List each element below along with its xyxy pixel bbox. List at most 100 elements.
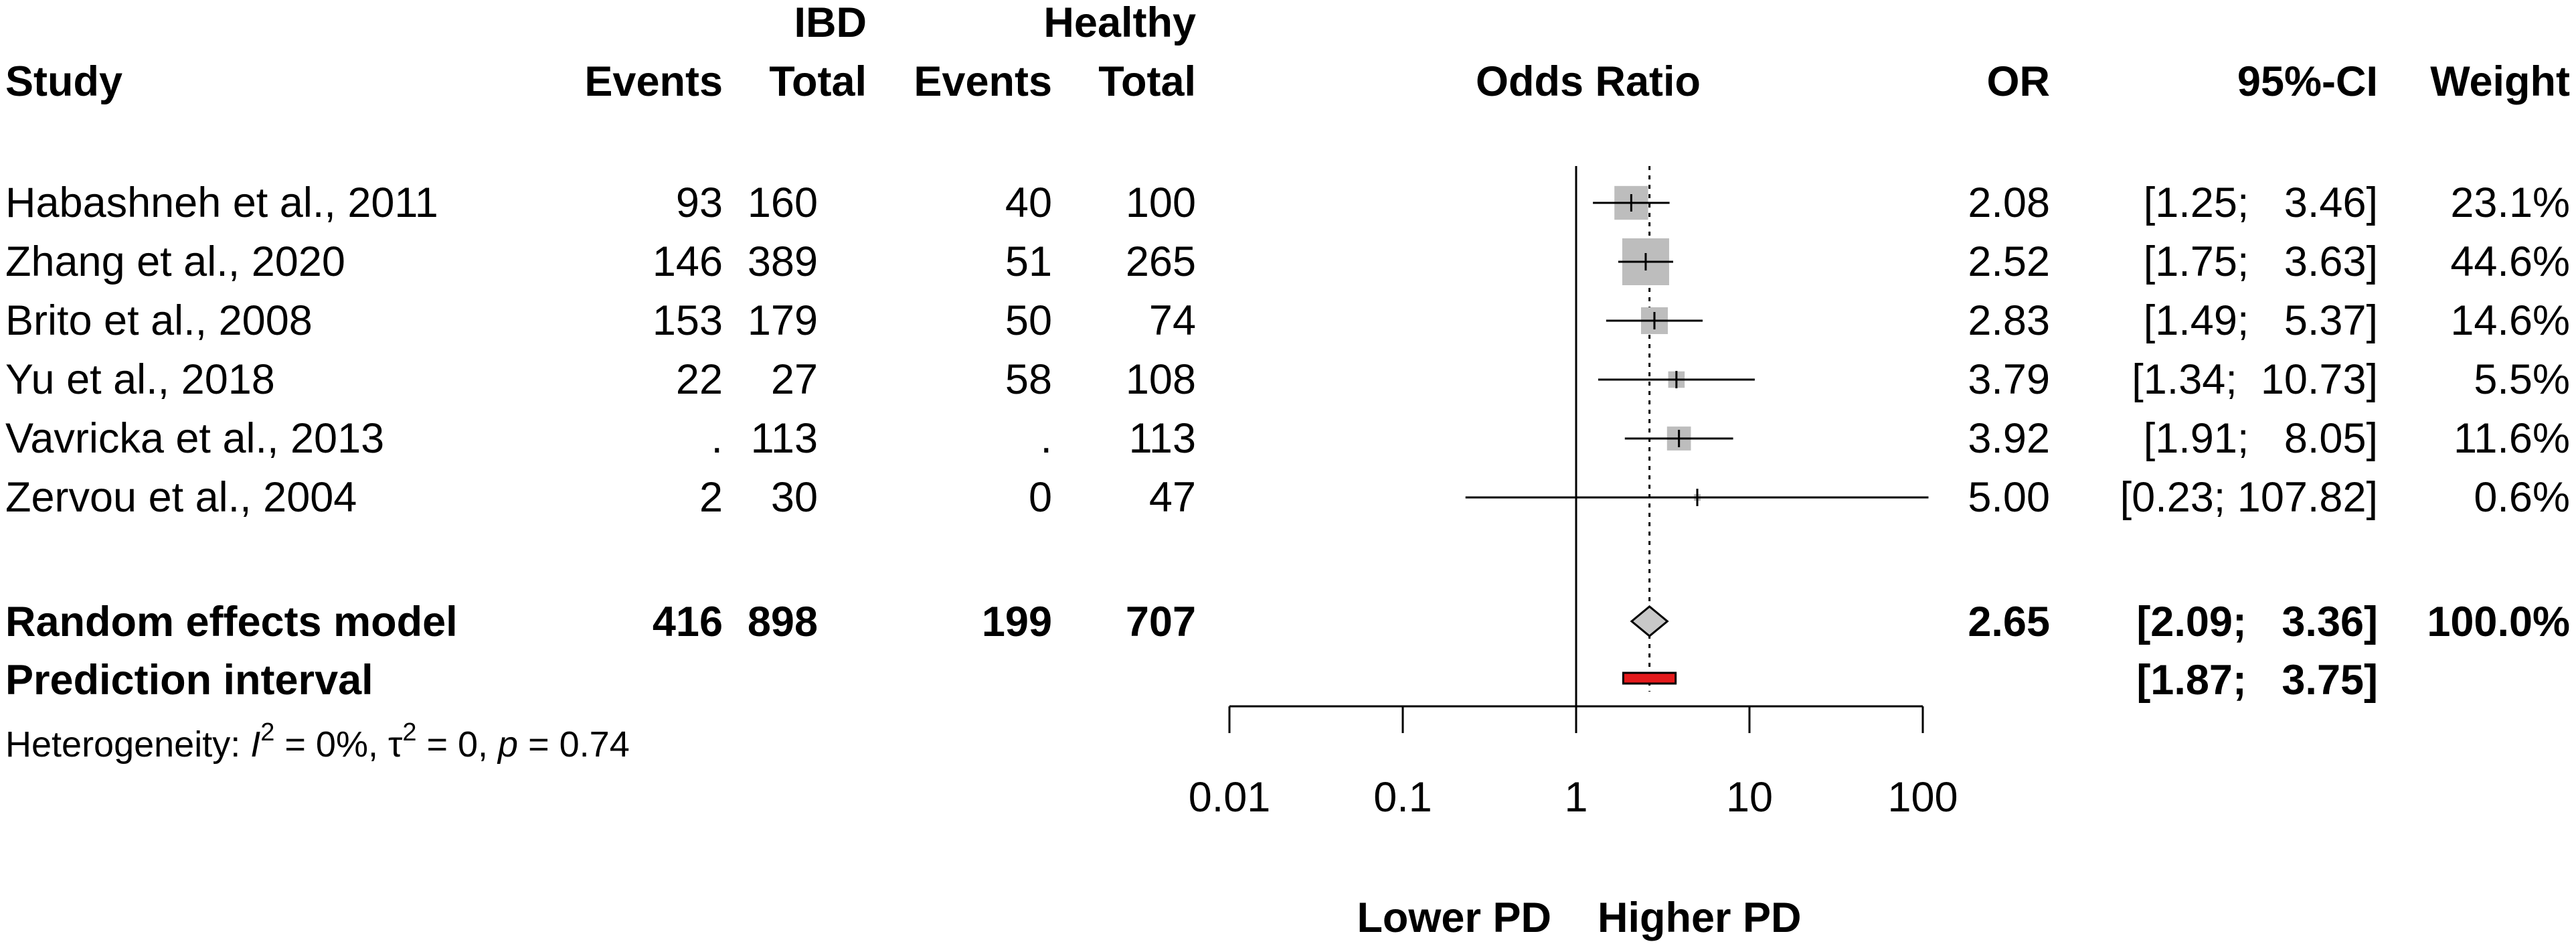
events-healthy: 58 bbox=[1005, 356, 1052, 403]
random-effects-events-healthy: 199 bbox=[982, 599, 1052, 645]
label-higher-pd: Higher PD bbox=[1598, 894, 1802, 941]
events-healthy: . bbox=[1040, 415, 1052, 462]
random-effects-or: 2.65 bbox=[1968, 599, 2050, 645]
events-ibd: . bbox=[711, 415, 723, 462]
het-i-sup: 2 bbox=[260, 718, 274, 746]
header-total-2: Total bbox=[1098, 58, 1196, 105]
header-study: Study bbox=[5, 58, 122, 105]
events-ibd: 93 bbox=[676, 179, 723, 226]
events-ibd: 153 bbox=[653, 297, 723, 344]
total-ibd: 30 bbox=[771, 474, 818, 521]
random-effects-total-healthy: 707 bbox=[1126, 599, 1196, 645]
x-tick-label: 100 bbox=[1887, 774, 1958, 821]
total-ibd: 179 bbox=[748, 297, 818, 344]
weight-value: 5.5% bbox=[2474, 356, 2570, 403]
total-healthy: 47 bbox=[1149, 474, 1196, 521]
header-ci: 95%-CI bbox=[2237, 58, 2378, 105]
events-ibd: 146 bbox=[653, 238, 723, 285]
study-rows: Habashneh et al., 2011 93 160 40 100 2.0… bbox=[5, 179, 2570, 521]
pooled-diamond bbox=[1630, 605, 1669, 637]
x-tick-label: 0.1 bbox=[1373, 774, 1432, 821]
total-ibd: 113 bbox=[751, 415, 818, 462]
total-healthy: 100 bbox=[1126, 179, 1196, 226]
ci-value: [1.25; 3.46] bbox=[2144, 179, 2378, 226]
het-tau-rest: = 0, bbox=[416, 724, 498, 765]
header-weight: Weight bbox=[2430, 58, 2570, 105]
study-name: Zhang et al., 2020 bbox=[5, 238, 345, 285]
or-value: 2.08 bbox=[1968, 179, 2050, 226]
study-name: Yu et al., 2018 bbox=[5, 356, 275, 403]
random-effects-events-ibd: 416 bbox=[653, 599, 723, 645]
heterogeneity-text: Heterogeneity: I2 = 0%, τ2 = 0, p = 0.74 bbox=[5, 718, 630, 765]
total-ibd: 389 bbox=[748, 238, 818, 285]
random-effects-weight: 100.0% bbox=[2427, 599, 2570, 645]
het-tau-sup: 2 bbox=[402, 718, 416, 746]
weight-value: 23.1% bbox=[2450, 179, 2570, 226]
weight-value: 14.6% bbox=[2450, 297, 2570, 344]
or-value: 3.79 bbox=[1968, 356, 2050, 403]
ci-value: [1.49; 5.37] bbox=[2144, 297, 2378, 344]
study-row: Brito et al., 2008 153 179 50 74 2.83 [1… bbox=[5, 297, 2570, 344]
weight-value: 44.6% bbox=[2450, 238, 2570, 285]
study-row: Yu et al., 2018 22 27 58 108 3.79 [1.34;… bbox=[5, 356, 2570, 403]
prediction-ci: [1.87; 3.75] bbox=[2136, 657, 2378, 704]
header-total-1: Total bbox=[769, 58, 867, 105]
random-effects-total-ibd: 898 bbox=[748, 599, 818, 645]
events-healthy: 51 bbox=[1005, 238, 1052, 285]
header-group1: IBD bbox=[794, 0, 867, 46]
or-value: 5.00 bbox=[1968, 474, 2050, 521]
ci-value: [0.23; 107.82] bbox=[2120, 474, 2378, 521]
study-name: Zervou et al., 2004 bbox=[5, 474, 357, 521]
het-i: I bbox=[250, 724, 260, 765]
events-ibd: 2 bbox=[699, 474, 723, 521]
x-tick-label: 0.01 bbox=[1189, 774, 1271, 821]
het-tau: τ bbox=[388, 724, 402, 765]
het-p: p bbox=[497, 724, 518, 765]
weight-value: 0.6% bbox=[2474, 474, 2570, 521]
or-value: 2.83 bbox=[1968, 297, 2050, 344]
prediction-row: Prediction interval [1.87; 3.75] bbox=[5, 657, 2378, 704]
weight-value: 11.6% bbox=[2454, 415, 2570, 462]
total-healthy: 113 bbox=[1129, 415, 1196, 462]
total-healthy: 108 bbox=[1126, 356, 1196, 403]
study-name: Brito et al., 2008 bbox=[5, 297, 313, 344]
ci-value: [1.75; 3.63] bbox=[2144, 238, 2378, 285]
events-healthy: 0 bbox=[1029, 474, 1052, 521]
header-events-2: Events bbox=[914, 58, 1052, 105]
header-or: OR bbox=[1987, 58, 2051, 105]
or-value: 3.92 bbox=[1968, 415, 2050, 462]
total-ibd: 160 bbox=[748, 179, 818, 226]
total-healthy: 265 bbox=[1126, 238, 1196, 285]
random-effects-label: Random effects model bbox=[5, 599, 458, 645]
het-prefix: Heterogeneity: bbox=[5, 724, 250, 765]
random-effects-ci: [2.09; 3.36] bbox=[2136, 599, 2378, 645]
study-name: Vavricka et al., 2013 bbox=[5, 415, 384, 462]
forest-marks bbox=[1465, 166, 1929, 706]
study-row: Zhang et al., 2020 146 389 51 265 2.52 [… bbox=[5, 238, 2570, 285]
het-p-rest: = 0.74 bbox=[518, 724, 630, 765]
x-axis: 0.01 0.1 1 10 100 bbox=[1189, 705, 1958, 821]
prediction-label: Prediction interval bbox=[5, 657, 373, 704]
x-tick-label: 10 bbox=[1726, 774, 1773, 821]
study-row: Habashneh et al., 2011 93 160 40 100 2.0… bbox=[5, 179, 2570, 226]
or-value: 2.52 bbox=[1968, 238, 2050, 285]
header-odds-ratio: Odds Ratio bbox=[1476, 58, 1701, 105]
study-row: Vavricka et al., 2013 . 113 . 113 3.92 [… bbox=[5, 415, 2570, 462]
ci-value: [1.34; 10.73] bbox=[2132, 356, 2378, 403]
total-ibd: 27 bbox=[771, 356, 818, 403]
het-i-rest: = 0%, bbox=[274, 724, 388, 765]
events-healthy: 40 bbox=[1005, 179, 1052, 226]
x-tick-label: 1 bbox=[1564, 774, 1587, 821]
study-name: Habashneh et al., 2011 bbox=[5, 179, 438, 226]
label-lower-pd: Lower PD bbox=[1357, 894, 1551, 941]
events-ibd: 22 bbox=[676, 356, 723, 403]
header-group2: Healthy bbox=[1043, 0, 1196, 46]
prediction-interval-bar bbox=[1622, 671, 1677, 685]
header-events-1: Events bbox=[584, 58, 723, 105]
ci-value: [1.91; 8.05] bbox=[2144, 415, 2378, 462]
total-healthy: 74 bbox=[1149, 297, 1196, 344]
study-row: Zervou et al., 2004 2 30 0 47 5.00 [0.23… bbox=[5, 474, 2570, 521]
events-healthy: 50 bbox=[1005, 297, 1052, 344]
random-effects-row: Random effects model 416 898 199 707 2.6… bbox=[5, 599, 2570, 645]
